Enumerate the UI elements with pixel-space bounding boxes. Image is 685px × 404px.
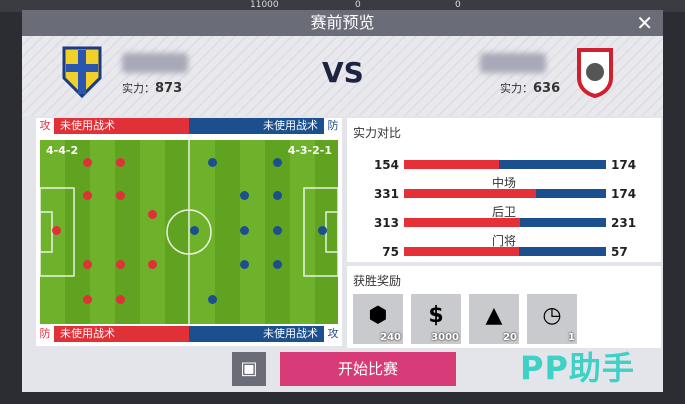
home-player-dot [116,191,125,200]
away-defense-tactic[interactable]: 未使用战术防 [189,118,342,134]
reward-count: 20 [503,332,517,343]
comparison-label: 门将 [491,234,516,248]
formation-button[interactable]: ▣ [232,352,266,386]
bottom-bar: ▣ 开始比赛 [22,348,663,392]
defense-tactics-bar: 防未使用战术 未使用战术攻 [36,326,342,342]
home-player-dot [148,210,157,219]
home-value: 154 [373,158,399,172]
teams-header: 实力：873 VS 实力：636 [22,36,663,116]
home-player-dot [116,295,125,304]
home-player-dot [83,158,92,167]
reward-count: 3000 [431,332,459,343]
away-player-dot [240,226,249,235]
away-crest-icon [577,48,613,98]
away-value: 57 [611,245,628,259]
comparison-row: 75 57 [347,245,661,259]
away-player-dot [273,158,282,167]
comparison-bar [404,218,606,227]
home-player-dot [83,260,92,269]
comparison-bar [404,247,606,256]
gems-value: 0 [355,0,361,10]
start-match-button[interactable]: 开始比赛 [280,352,456,386]
home-crest-icon [62,46,102,98]
comparison-row: 154 174 [347,158,661,172]
home-value: 75 [382,245,399,259]
attack-tactics-bar: 攻未使用战术 未使用战术防 [36,118,342,134]
comparison-bar [404,189,606,198]
home-formation: 4-4-2 [46,144,79,157]
away-player-dot [318,226,327,235]
pitch: 4-4-2 4-3-2-1 [38,138,340,326]
reward-item[interactable]: ◷ 1 [527,294,577,344]
reward-item[interactable]: ▲ 20 [469,294,519,344]
home-player-dot [148,260,157,269]
away-player-dot [240,191,249,200]
strength-comparison-panel: 实力对比 154 174 331 174 中场 313 231 后卫 75 57 门将 [347,118,661,262]
reward-item[interactable]: ⬢ 240 [353,294,403,344]
away-value: 231 [611,216,637,230]
comparison-row: 331 174 [347,187,661,201]
comparison-row: 313 231 [347,216,661,230]
comparison-bar [404,160,606,169]
cash-icon: $ [428,303,444,328]
home-player-dot [116,260,125,269]
formation-panel: 攻未使用战术 未使用战术防 4-4-2 4-3-2-1 防未使用战术 未使用战术… [36,118,342,346]
away-player-dot [190,226,199,235]
time-icon: ◷ [542,303,562,328]
away-player-dot [208,158,217,167]
close-button[interactable]: ✕ [636,11,653,35]
home-player-dot [52,226,61,235]
home-bar-fill [404,218,521,227]
home-team-name-blurred [122,53,188,73]
home-player-dot [116,158,125,167]
modal-header: 赛前预览 ✕ [22,10,663,36]
training-icon: ▲ [485,303,503,328]
away-player-dot [240,260,249,269]
comparison-title: 实力对比 [353,126,402,140]
home-player-dot [83,191,92,200]
home-bar-fill [404,247,519,256]
away-attack-tactic[interactable]: 未使用战术攻 [189,326,342,342]
away-formation: 4-3-2-1 [287,144,332,157]
home-attack-tactic[interactable]: 攻未使用战术 [36,118,189,134]
home-bar-fill [404,160,499,169]
away-player-dot [273,260,282,269]
watermark: PP助手 [520,349,635,387]
home-defense-tactic[interactable]: 防未使用战术 [36,326,189,342]
home-value: 331 [373,187,399,201]
top-resource-bar: 11000 0 0 [0,0,685,12]
away-player-dot [273,226,282,235]
reward-count: 240 [380,332,401,343]
match-preview-modal: 赛前预览 ✕ 实力：873 VS 实力：636 攻未使用战术 未使用战术防 4-… [22,10,663,392]
other-value: 0 [455,0,461,10]
away-team-name-blurred [480,53,546,73]
comparison-label: 中场 [491,176,516,190]
modal-title: 赛前预览 [310,13,375,32]
home-player-dot [83,295,92,304]
away-value: 174 [611,187,637,201]
home-value: 313 [373,216,399,230]
rewards-panel: 获胜奖励 ⬢ 240 $3000 ▲ 20 ◷ 1 [347,266,661,348]
exp-icon: ⬢ [368,303,388,328]
home-bar-fill [404,189,537,198]
away-player-dot [208,295,217,304]
home-power: 实力：873 [122,81,183,96]
reward-count: 1 [568,332,575,343]
reward-item[interactable]: $3000 [411,294,461,344]
away-value: 174 [611,158,637,172]
away-power: 实力：636 [500,81,561,96]
rewards-title: 获胜奖励 [353,274,402,288]
away-player-dot [273,191,282,200]
pitch-lines [40,140,338,324]
vs-label: VS [322,56,364,89]
comparison-label: 后卫 [491,205,516,219]
coins-value: 11000 [250,0,279,10]
